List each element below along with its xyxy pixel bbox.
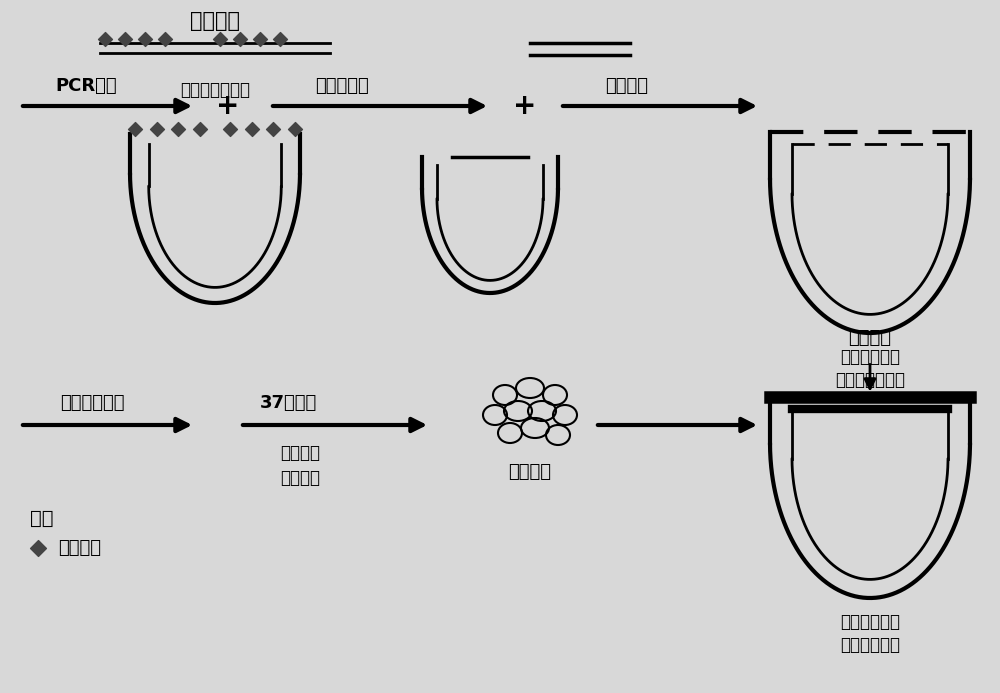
Point [212,33,228,44]
Text: 缺口修復: 缺口修復 [280,469,320,487]
Point [137,33,153,44]
Point [157,33,173,44]
Point [265,123,281,134]
Text: 杂交退火: 杂交退火 [605,77,648,95]
Text: 图例: 图例 [30,509,54,527]
Point [222,123,238,134]
Point [149,123,165,134]
Point [97,33,113,44]
Point [252,33,268,44]
Point [244,123,260,134]
Text: 含目标基因的: 含目标基因的 [840,348,900,366]
Text: 目标基因: 目标基因 [848,328,892,346]
Text: 目标基因: 目标基因 [190,11,240,31]
Text: +: + [513,92,537,120]
Point [117,33,133,44]
Text: 含目标基因的: 含目标基因的 [840,613,900,631]
Point [287,123,303,134]
Point [272,33,288,44]
Text: 重组质粒: 重组质粒 [280,444,320,462]
Point [127,123,143,134]
Text: 线性化质粒载体: 线性化质粒载体 [180,81,250,99]
Point [192,123,208,134]
Point [232,33,248,44]
Point [30,543,46,554]
Text: +: + [216,92,240,120]
Text: 带缺口重组质粒: 带缺口重组质粒 [835,371,905,389]
Text: 阳性克隆: 阳性克隆 [509,463,552,481]
Text: PCR扩增: PCR扩增 [55,77,117,95]
Text: 完整重组质粒: 完整重组质粒 [840,636,900,654]
Text: 转化大肠杆菌: 转化大肠杆菌 [60,394,124,412]
Text: 碘酒热裂解: 碘酒热裂解 [315,77,369,95]
Text: 37度培养: 37度培养 [260,394,317,412]
Text: 硫代修饰: 硫代修饰 [58,539,101,557]
Point [170,123,186,134]
